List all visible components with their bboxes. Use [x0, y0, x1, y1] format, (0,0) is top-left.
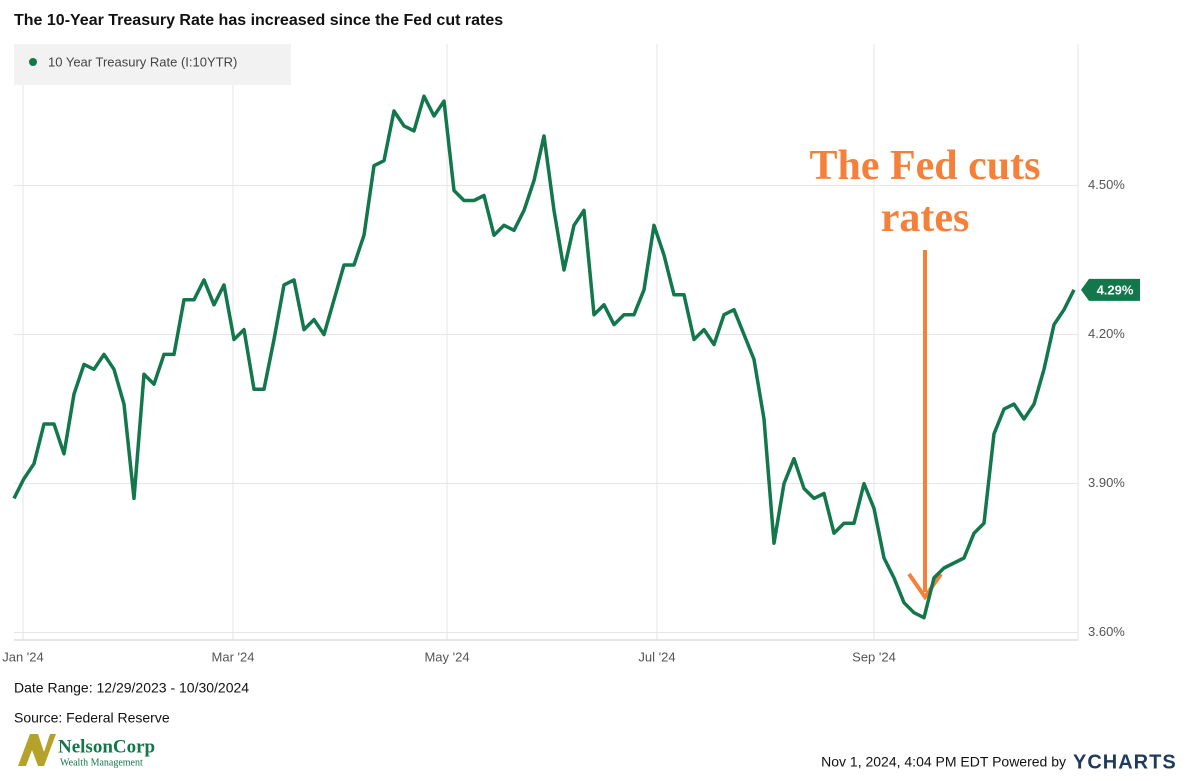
logo-tagline: Wealth Management	[60, 757, 143, 768]
x-tick-label: May '24	[424, 649, 469, 664]
legend-swatch	[29, 58, 37, 66]
legend-box	[14, 44, 291, 85]
value-label: 4.29%	[1097, 282, 1134, 297]
timestamp: Nov 1, 2024, 4:04 PM EDT Powered by	[821, 754, 1066, 770]
x-tick-label: Jul '24	[638, 649, 675, 664]
source: Source: Federal Reserve	[14, 710, 170, 726]
x-tick-label: Mar '24	[212, 649, 255, 664]
y-tick-label: 3.90%	[1088, 475, 1125, 490]
x-tick-label: Sep '24	[852, 649, 896, 664]
arrow-head	[907, 572, 943, 601]
annotation: The Fed cuts rates	[809, 143, 1041, 241]
logo-mark	[18, 734, 56, 766]
legend-label: 10 Year Treasury Rate (I:10YTR)	[48, 54, 237, 69]
logo-name: NelsonCorp	[58, 736, 155, 757]
y-tick-label: 4.20%	[1088, 326, 1125, 341]
brand: YCHARTS	[1073, 751, 1177, 773]
line	[12, 94, 1076, 620]
x-tick-label: Jan '24	[2, 649, 44, 664]
date-range: Date Range: 12/29/2023 - 10/30/2024	[14, 680, 249, 696]
value-badge	[1081, 278, 1140, 301]
chart-title: The 10-Year Treasury Rate has increased …	[14, 12, 503, 29]
y-tick-label: 3.60%	[1088, 624, 1125, 639]
y-tick-label: 4.50%	[1088, 177, 1125, 192]
